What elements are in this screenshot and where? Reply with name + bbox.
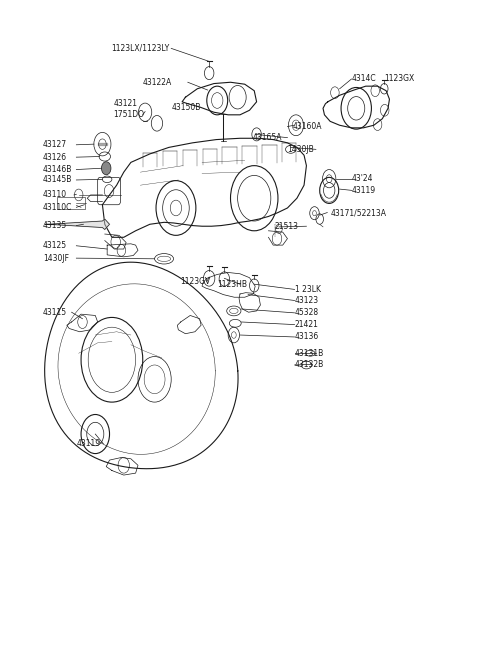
Text: 43125: 43125: [43, 241, 67, 250]
Text: 43119: 43119: [76, 440, 100, 448]
Text: 43171/52213A: 43171/52213A: [330, 208, 386, 217]
Text: 1430JF: 1430JF: [43, 254, 69, 263]
Text: 1430JB: 1430JB: [288, 145, 314, 154]
Text: 43121: 43121: [113, 99, 137, 108]
Text: 1751DO: 1751DO: [113, 110, 144, 120]
Text: 43136: 43136: [295, 332, 319, 342]
Text: 43126: 43126: [43, 152, 67, 162]
Text: 1123GV: 1123GV: [180, 277, 211, 286]
Text: 43119: 43119: [352, 186, 376, 195]
Text: 43115: 43115: [43, 307, 67, 317]
Text: 43123: 43123: [295, 296, 319, 305]
Text: 43127: 43127: [43, 141, 67, 149]
Text: 43132B: 43132B: [295, 361, 324, 369]
Text: 43131B: 43131B: [295, 349, 324, 358]
Text: 1 23LK: 1 23LK: [295, 285, 321, 294]
Text: 43110C: 43110C: [43, 203, 72, 212]
Polygon shape: [46, 219, 109, 229]
Text: 43165A: 43165A: [253, 133, 282, 142]
Text: 4314C: 4314C: [351, 74, 376, 83]
Text: 43146B: 43146B: [43, 165, 72, 174]
Text: 43122A: 43122A: [143, 78, 172, 87]
Text: 43135: 43135: [43, 221, 67, 230]
Text: 43160A: 43160A: [292, 122, 322, 131]
Text: 43150B: 43150B: [171, 102, 201, 112]
Text: 43110: 43110: [43, 190, 67, 199]
Text: 1123LX/1123LY: 1123LX/1123LY: [111, 44, 169, 53]
Text: 21421: 21421: [295, 320, 318, 329]
Text: 21513: 21513: [274, 221, 298, 231]
Text: 1123GX: 1123GX: [384, 74, 414, 83]
Text: 45328: 45328: [295, 308, 319, 317]
Text: 43'24: 43'24: [352, 174, 373, 183]
Text: 1123HB: 1123HB: [217, 280, 247, 288]
Text: 43145B: 43145B: [43, 175, 72, 185]
Circle shape: [101, 162, 111, 175]
